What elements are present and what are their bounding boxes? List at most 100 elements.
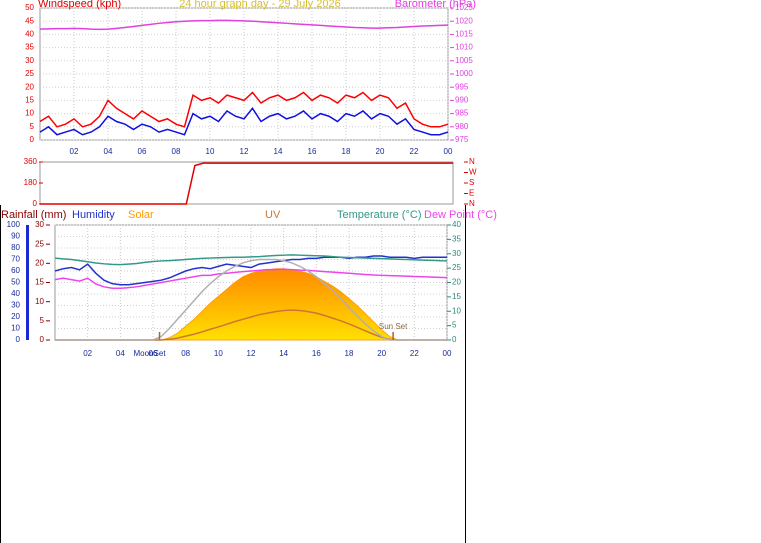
x-tick-label: 20 xyxy=(377,349,386,358)
x-tick-label: 12 xyxy=(240,147,249,156)
y-tick-label: 5 xyxy=(452,321,457,330)
x-tick-label: 04 xyxy=(104,147,113,156)
y-tick-label: 1020 xyxy=(455,16,473,25)
y-tick-label: 15 xyxy=(35,278,44,287)
y-tick-label: 985 xyxy=(455,109,469,118)
y-tick-label: 20 xyxy=(11,312,20,321)
x-tick-label: 22 xyxy=(410,147,419,156)
x-tick-label: 04 xyxy=(116,349,125,358)
x-tick-label: 14 xyxy=(279,349,288,358)
y-tick-label: 1015 xyxy=(455,30,473,39)
y-tick-label: 990 xyxy=(455,96,469,105)
y-tick-label: 975 xyxy=(455,135,469,144)
x-tick-label: 16 xyxy=(308,147,317,156)
y-tick-label: 1005 xyxy=(455,56,473,65)
y-tick-label: 10 xyxy=(35,297,44,306)
series-line xyxy=(39,19,449,31)
y-tick-label: E xyxy=(469,189,474,198)
y-tick-label: 0 xyxy=(30,135,35,144)
y-tick-label: 360 xyxy=(24,157,38,166)
legend-entry: Solar xyxy=(128,209,154,221)
y-axis-label: Windspeed (kph) xyxy=(38,0,121,10)
y-tick-label: 45 xyxy=(25,16,34,25)
series-line xyxy=(55,258,447,341)
y-tick-label: 1025 xyxy=(455,3,473,12)
x-tick-label: 00 xyxy=(443,349,452,358)
x-tick-label: 10 xyxy=(214,349,223,358)
y-tick-label: N xyxy=(469,157,475,166)
x-tick-label: 18 xyxy=(342,147,351,156)
y2-axis-label: Rainfall (mm) xyxy=(1,209,66,221)
x-tick-label: 02 xyxy=(83,349,92,358)
y-tick-label: 80 xyxy=(11,243,20,252)
y-tick-label: 0 xyxy=(40,335,45,344)
rainfall-bar xyxy=(26,225,29,340)
legend-entry: UV xyxy=(265,209,281,221)
x-tick-label: 10 xyxy=(206,147,215,156)
y-tick-label: 30 xyxy=(25,56,34,65)
x-tick-label: 08 xyxy=(172,147,181,156)
y-tick-label: 995 xyxy=(455,82,469,91)
y-tick-label: 60 xyxy=(11,266,20,275)
y-tick-label: 180 xyxy=(24,178,38,187)
y-tick-label: 5 xyxy=(30,122,35,131)
series-line xyxy=(54,268,448,289)
y-tick-label: 10 xyxy=(11,324,20,333)
y2-axis-label: Barometer (hPa) xyxy=(395,0,476,10)
x-tick-label: 06 xyxy=(138,147,147,156)
series-line xyxy=(40,162,453,205)
x-tick-label: 18 xyxy=(345,349,354,358)
x-tick-label: 20 xyxy=(376,147,385,156)
y-tick-label: 15 xyxy=(452,292,461,301)
x-tick-label: 22 xyxy=(410,349,419,358)
plot-area xyxy=(39,161,454,205)
x-tick-label: 02 xyxy=(70,147,79,156)
y-tick-label: 90 xyxy=(11,232,20,241)
annotation-label: MoonSet xyxy=(134,349,167,358)
y-tick-label: 70 xyxy=(11,255,20,264)
x-tick-label: 00 xyxy=(444,147,453,156)
y-tick-label: 0 xyxy=(16,335,21,344)
y-tick-label: 15 xyxy=(25,96,34,105)
y-tick-label: 50 xyxy=(25,3,34,12)
y-tick-label: 40 xyxy=(452,220,461,229)
y-tick-label: 35 xyxy=(25,43,34,52)
series-line xyxy=(39,107,449,136)
y-tick-label: 25 xyxy=(35,239,44,248)
chart-title: 24 hour graph day - 29 July 2026 xyxy=(179,0,340,10)
y-tick-label: 0 xyxy=(452,335,457,344)
y-tick-label: W xyxy=(469,168,477,177)
x-tick-label: 08 xyxy=(181,349,190,358)
y-tick-label: 30 xyxy=(452,249,461,258)
y-tick-label: 40 xyxy=(25,30,34,39)
y-tick-label: 100 xyxy=(7,220,21,229)
y-tick-label: 10 xyxy=(452,306,461,315)
y-tick-label: 30 xyxy=(11,301,20,310)
legend-entry: Dew Point (°C) xyxy=(424,209,497,221)
series-line xyxy=(54,255,447,286)
x-tick-label: 14 xyxy=(274,147,283,156)
legend-entry: Temperature (°C) xyxy=(337,209,421,221)
y-tick-label: 5 xyxy=(40,316,45,325)
x-tick-label: 16 xyxy=(312,349,321,358)
x-tick-label: 12 xyxy=(247,349,256,358)
y-tick-label: 50 xyxy=(11,278,20,287)
x-tick-label: 06 xyxy=(149,349,158,358)
y-tick-label: 30 xyxy=(35,220,44,229)
y-tick-label: 980 xyxy=(455,122,469,131)
y-tick-label: 40 xyxy=(11,289,20,298)
annotation-label: Sun Set xyxy=(379,322,408,331)
y-tick-label: 10 xyxy=(25,109,34,118)
y-tick-label: 1010 xyxy=(455,43,473,52)
series-line xyxy=(54,254,448,266)
y-tick-label: S xyxy=(469,178,474,187)
y-tick-label: 20 xyxy=(452,278,461,287)
y-tick-label: 25 xyxy=(25,69,34,78)
series-line xyxy=(39,91,449,128)
y-tick-label: 0 xyxy=(33,199,38,208)
y-tick-label: N xyxy=(469,199,475,208)
y-tick-label: 25 xyxy=(452,263,461,272)
y-tick-label: 20 xyxy=(25,82,34,91)
legend-entry: Humidity xyxy=(72,209,115,221)
